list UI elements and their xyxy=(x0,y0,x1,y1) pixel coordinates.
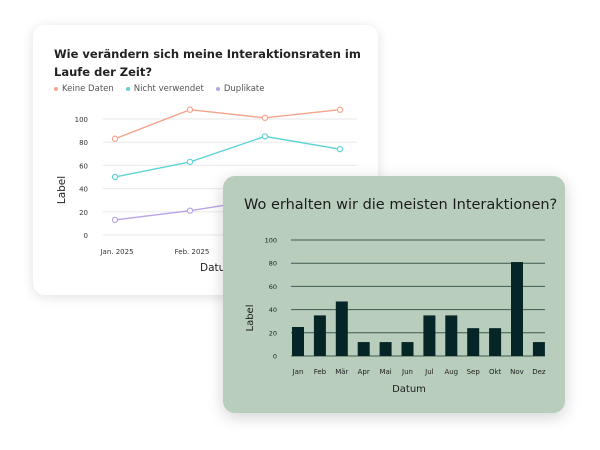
data-point xyxy=(261,133,269,140)
x-tick-label: Apr xyxy=(358,368,370,376)
series-line xyxy=(114,109,341,140)
bar-chart-plot: Datum Label 0 20 40 60 80 100 Jan Feb Mär Apr Mai J… xyxy=(245,237,546,396)
x-tick-label: Mai xyxy=(379,368,391,376)
x-tick-label: Jan. 2025 xyxy=(99,248,133,256)
legend-dot xyxy=(54,86,58,91)
data-point xyxy=(111,135,119,142)
bar xyxy=(423,315,436,356)
data-point xyxy=(186,158,194,166)
bar xyxy=(532,342,545,356)
x-tick-label: Mär xyxy=(335,368,348,376)
legend-item: Nicht verwendet xyxy=(125,84,204,94)
data-point xyxy=(186,207,194,214)
bar xyxy=(511,262,523,356)
bar xyxy=(467,328,480,356)
bar-chart-card: Wo erhalten wir die meisten Interaktione… xyxy=(223,176,565,413)
legend-dot xyxy=(125,86,130,91)
legend-label: Duplikate xyxy=(223,84,265,94)
y-tick-label: 60 xyxy=(269,283,277,291)
y-tick-label: 100 xyxy=(75,116,88,124)
data-point xyxy=(111,216,119,224)
bar xyxy=(401,342,414,356)
legend-dot xyxy=(215,86,220,91)
x-tick-label: Aug xyxy=(444,368,458,376)
legend-label: Keine Daten xyxy=(62,84,114,94)
data-point xyxy=(261,114,269,122)
x-tick-label: Nov xyxy=(510,368,524,376)
y-tick-label: 20 xyxy=(269,329,277,337)
y-tick-label: 40 xyxy=(269,306,277,314)
data-point xyxy=(111,173,119,181)
line-chart-legend: Keine Daten Nicht verwendet Duplikate xyxy=(54,84,264,94)
x-axis-label: Datum xyxy=(392,384,426,395)
y-axis-label: Label xyxy=(56,176,68,204)
legend-item: Duplikate xyxy=(215,84,265,94)
y-tick-label: 0 xyxy=(84,232,88,240)
x-tick-label: Feb xyxy=(314,368,327,376)
bar xyxy=(445,315,458,356)
bar-chart-title: Wo erhalten wir die meisten Interaktione… xyxy=(244,197,558,213)
legend-item: Keine Daten xyxy=(54,84,114,94)
y-tick-label: 60 xyxy=(79,162,88,170)
line-chart-title: Wie verändern sich meine Interaktionsrat… xyxy=(54,47,361,79)
bar xyxy=(335,301,348,356)
x-tick-label: Okt xyxy=(489,368,502,376)
bar xyxy=(292,327,304,356)
y-tick-label: 80 xyxy=(269,260,277,268)
x-tick-label: Jul xyxy=(424,368,434,376)
data-point xyxy=(336,145,344,153)
y-tick-label: 40 xyxy=(79,186,88,194)
x-tick-label: Jan xyxy=(292,368,304,376)
legend-label: Nicht verwendet xyxy=(133,84,204,94)
x-tick-label: Feb. 2025 xyxy=(175,248,210,256)
bar xyxy=(379,342,392,356)
x-tick-label: Jun xyxy=(401,368,413,376)
bar xyxy=(313,315,326,356)
y-tick-label: 0 xyxy=(273,353,277,361)
x-tick-label: Sep xyxy=(467,368,481,376)
data-point xyxy=(336,106,344,113)
y-tick-label: 80 xyxy=(79,139,88,147)
y-tick-label: 20 xyxy=(79,209,88,217)
bar xyxy=(357,342,370,356)
y-axis-label: Label xyxy=(245,305,256,332)
y-tick-label: 100 xyxy=(265,237,277,245)
bar xyxy=(489,328,502,356)
data-point xyxy=(186,106,194,113)
series-line xyxy=(114,135,341,178)
x-tick-label: Dez xyxy=(532,368,546,376)
